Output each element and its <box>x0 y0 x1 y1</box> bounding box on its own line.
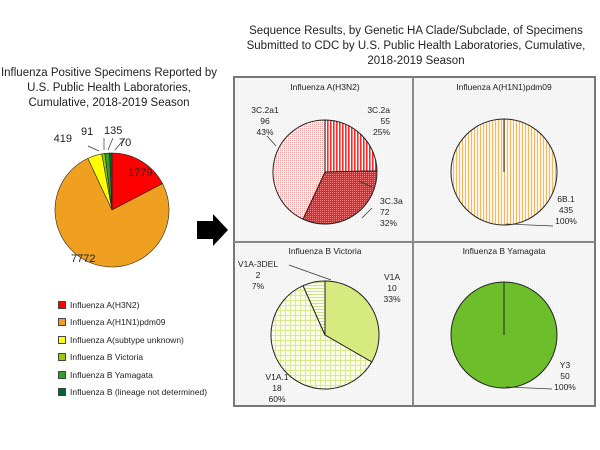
pie-data-label: 1779 <box>128 167 152 179</box>
legend-item: Influenza B Yamagata <box>58 366 207 384</box>
legend-swatch <box>58 300 66 309</box>
legend-label: Influenza B Victoria <box>70 352 144 363</box>
legend-label: Influenza A(subtype unknown) <box>70 334 184 345</box>
legend-swatch <box>58 318 66 327</box>
pie-data-label: V1A 10 33% <box>383 272 400 304</box>
left-chart-title: Influenza Positive Specimens Reported by… <box>0 67 218 109</box>
pie-slice <box>302 280 326 336</box>
legend-item: Influenza A(subtype unknown) <box>58 331 207 349</box>
pie-slice <box>272 119 326 220</box>
legend-item: Influenza A(H3N2) <box>58 296 207 314</box>
pie-data-label: 6B.1 435 100% <box>555 194 577 226</box>
panel-title: Influenza A(H3N2) <box>290 82 360 92</box>
panel-title: Influenza A(H1N1)pdm09 <box>456 82 552 92</box>
legend-swatch <box>58 370 66 379</box>
leader-line <box>107 137 114 151</box>
pie-data-label: 91 <box>81 126 93 138</box>
panel-title: Influenza B Yamagata <box>463 246 546 256</box>
legend-label: Influenza A(H3N2) <box>70 299 140 310</box>
legend-item: Influenza B (lineage not determined) <box>58 384 207 402</box>
right-chart-title: Sequence Results, by Genetic HA Clade/Su… <box>246 25 586 67</box>
legend-label: Influenza B Yamagata <box>70 369 153 380</box>
legend-label: Influenza B (lineage not determined) <box>70 387 208 398</box>
right-arrow-icon <box>197 214 228 246</box>
legend-item: Influenza A(H1N1)pdm09 <box>58 314 207 332</box>
pie-data-label: 135 <box>104 125 122 137</box>
pie-data-label: V1A-3DEL 2 7% <box>238 259 278 291</box>
pie-chart-byam: Y3 50 100% Influenza B Yamagata <box>450 246 576 392</box>
leader-line <box>361 207 373 219</box>
legend-swatch <box>58 388 66 397</box>
leader-line <box>358 180 373 188</box>
pie-data-label: 3C.3a 72 32% <box>380 196 403 228</box>
legend-swatch <box>58 335 66 344</box>
pie-data-label: Y3 50 100% <box>554 360 576 392</box>
pie-slice <box>324 119 378 173</box>
pie-data-label: V1A.1 18 60% <box>265 372 288 404</box>
legend-swatch <box>58 353 66 362</box>
pie-slice <box>111 152 163 211</box>
pie-slice <box>324 280 380 363</box>
pie-slice <box>302 170 378 225</box>
pie-chart-h1n1: 6B.1 435 100% Influenza A(H1N1)pdm09 <box>450 82 577 226</box>
legend-label: Influenza A(H1N1)pdm09 <box>70 317 166 328</box>
leader-line <box>288 264 332 281</box>
legend: Influenza A(H3N2) Influenza A(H1N1)pdm09 I… <box>58 296 207 401</box>
leader-line <box>114 137 126 151</box>
pie-data-label: 70 <box>119 137 131 149</box>
pie-data-label: 419 <box>54 133 72 145</box>
pie-chart-bvic: V1A 10 33% V1A.1 18 60% V1A-3DEL 2 7% Influenza B… <box>238 246 401 404</box>
leader-line <box>505 223 554 227</box>
pie-slice <box>270 285 373 390</box>
leader-line <box>505 386 553 390</box>
pie-chart-h3n2: 3C.2a 55 25% 3C.3a 72 32% 3C.2a1 96 43% Influenza… <box>251 82 403 228</box>
pie-slice <box>109 152 113 211</box>
pie-slice <box>54 157 170 268</box>
pie-data-label: 3C.2a 55 25% <box>367 105 390 137</box>
legend-item: Influenza B Victoria <box>58 349 207 367</box>
leader-line <box>87 145 100 152</box>
pie-data-label: 7772 <box>71 253 95 265</box>
leader-line <box>266 135 277 147</box>
pie-data-label: 3C.2a1 96 43% <box>251 105 279 137</box>
panel-title: Influenza B Victoria <box>288 246 361 256</box>
